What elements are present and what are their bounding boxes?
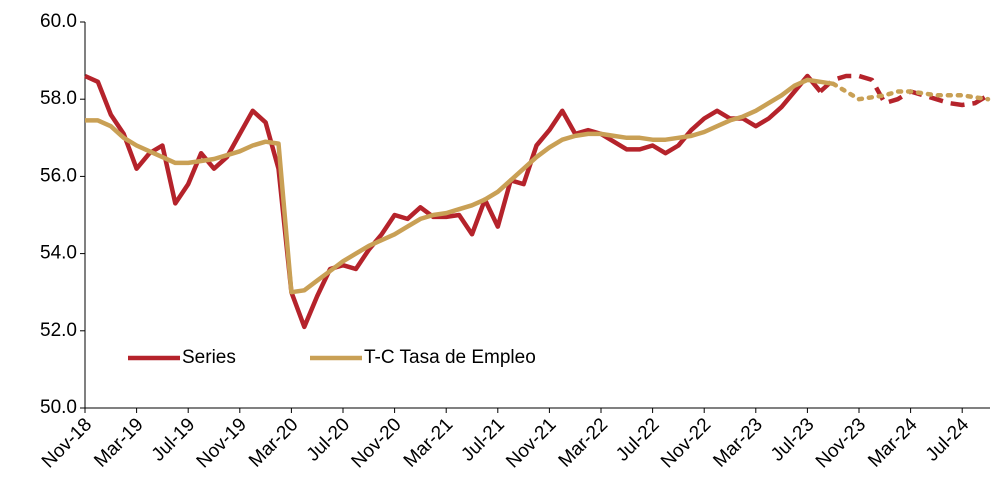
y-tick-label: 52.0 [40,320,77,341]
x-tick-label: Mar-22 [555,414,612,471]
x-tick-label: Mar-24 [864,414,922,472]
x-tick-label: Mar-20 [245,414,302,471]
x-tick-label: Nov-22 [657,414,715,472]
x-tick-label: Jul-23 [767,414,818,465]
legend-label: Series [182,347,236,368]
x-tick-label: Nov-19 [193,414,251,472]
y-tick-label: 60.0 [40,11,77,32]
x-tick-label: Nov-21 [502,414,560,472]
x-tick-label: Jul-19 [148,414,199,465]
x-tick-label: Mar-19 [90,414,147,471]
x-tick-label: Jul-24 [922,414,974,466]
series-line [84,73,823,330]
x-tick-label: Mar-21 [400,414,457,471]
x-tick-label: Jul-20 [303,414,354,465]
y-tick-label: 54.0 [40,243,77,264]
x-tick-label: Nov-23 [812,414,870,472]
legend-label: T-C Tasa de Empleo [364,347,536,368]
x-tick-label: Jul-21 [457,414,508,465]
series-line [85,77,834,295]
x-tick-label: Jul-22 [612,414,663,465]
series-line [818,73,990,108]
y-tick-label: 56.0 [40,165,77,186]
y-tick-label: 50.0 [40,397,77,418]
x-tick-label: Nov-18 [38,414,96,472]
x-tick-label: Nov-20 [348,414,406,472]
y-tick-label: 58.0 [40,88,77,109]
series-line [830,81,991,102]
x-tick-label: Mar-23 [709,414,766,471]
